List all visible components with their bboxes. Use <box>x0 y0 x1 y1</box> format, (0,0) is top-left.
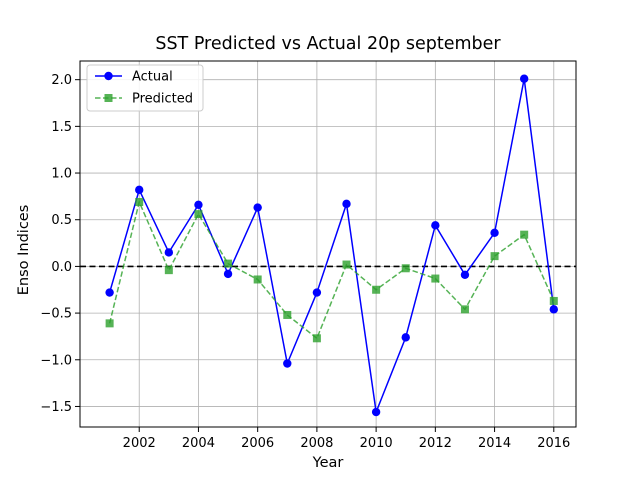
data-point <box>431 221 440 230</box>
data-point <box>401 264 410 273</box>
grid-lines <box>80 61 576 427</box>
legend-item-actual: Actual <box>95 70 173 85</box>
data-point <box>135 185 144 195</box>
data-point <box>194 210 203 219</box>
x-tick-label: 2008 <box>300 436 333 451</box>
data-point <box>401 333 410 342</box>
data-point <box>105 319 114 328</box>
data-point <box>549 305 558 314</box>
data-point <box>283 310 292 319</box>
x-axis-title: Year <box>312 455 344 471</box>
y-tick-label: 0.0 <box>51 260 72 275</box>
x-tick-label: 2002 <box>123 436 156 451</box>
x-tick-label: 2004 <box>182 436 215 451</box>
legend-item-predicted: Predicted <box>95 92 193 107</box>
legend-marker <box>104 94 113 102</box>
data-point <box>460 270 470 280</box>
data-point <box>105 288 114 297</box>
y-tick-label: 1.0 <box>51 167 72 182</box>
data-point <box>490 252 499 261</box>
series-line <box>108 77 555 413</box>
legend-marker <box>104 71 113 81</box>
legend: Actual Predicted <box>86 64 204 112</box>
data-point <box>253 203 262 212</box>
data-point <box>431 274 440 283</box>
data-point <box>312 288 322 297</box>
x-tick-label: 2006 <box>241 436 274 451</box>
y-tick-label: −1.0 <box>40 353 72 368</box>
x-tick-label: 2014 <box>478 436 511 451</box>
y-tick-label: 2.0 <box>51 73 72 88</box>
data-point <box>342 260 351 269</box>
data-point <box>372 285 381 294</box>
x-tick-label: 2016 <box>537 436 570 451</box>
data-point <box>520 230 529 239</box>
data-point <box>164 248 174 257</box>
legend-label: Predicted <box>132 92 193 107</box>
data-point <box>223 269 233 279</box>
data-point <box>253 275 262 284</box>
data-point <box>194 200 203 209</box>
series-actual <box>105 74 558 417</box>
data-point <box>490 228 499 237</box>
data-point <box>224 259 233 268</box>
y-tick-label: −0.5 <box>40 307 72 322</box>
data-point <box>371 407 381 417</box>
data-point <box>342 199 351 209</box>
y-tick-label: 1.5 <box>51 120 72 135</box>
data-point <box>283 359 292 368</box>
legend-label: Actual <box>132 70 173 85</box>
data-point <box>460 305 469 314</box>
data-point <box>135 197 144 206</box>
axis-ticks: 2002 2004 2006 2008 2010 2012 2014 2016 −1.5 −1.0… <box>40 73 570 451</box>
data-point <box>164 266 173 275</box>
plot-frame <box>79 60 577 428</box>
data-point <box>312 334 321 343</box>
chart-title: SST Predicted vs Actual 20p september <box>155 34 501 54</box>
y-axis-title: Enso Indices <box>16 205 32 296</box>
series-line <box>108 201 555 340</box>
data-point <box>549 296 558 305</box>
x-tick-label: 2012 <box>419 436 452 451</box>
y-tick-label: 0.5 <box>51 213 72 228</box>
series-predicted <box>105 197 558 343</box>
series-lines <box>105 74 558 417</box>
y-tick-label: −1.5 <box>40 400 72 415</box>
data-point <box>519 74 529 83</box>
x-tick-label: 2010 <box>360 436 393 451</box>
